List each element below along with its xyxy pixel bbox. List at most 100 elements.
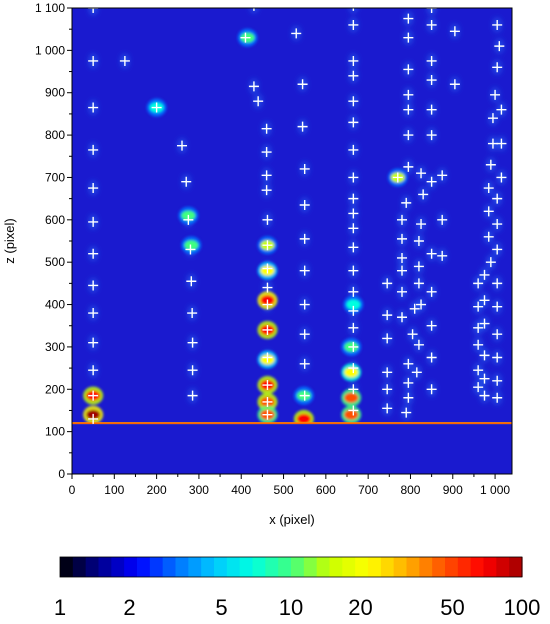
- data-point-marker: [262, 352, 273, 363]
- x-tick-label: 0: [69, 483, 76, 497]
- data-point-marker: [403, 64, 414, 75]
- data-point-marker: [397, 214, 407, 225]
- colorbar-segment: [483, 557, 497, 577]
- data-point-marker: [253, 96, 264, 107]
- data-point-marker: [473, 365, 484, 376]
- data-point-marker: [88, 308, 99, 319]
- data-point-marker: [88, 216, 99, 227]
- data-point-marker: [437, 170, 448, 181]
- x-tick-label: 200: [147, 483, 167, 497]
- data-point-marker: [492, 352, 503, 363]
- hot-spot: [344, 367, 359, 378]
- y-tick-label: 1 100: [35, 1, 65, 15]
- x-tick-label: 400: [231, 483, 251, 497]
- data-point-marker: [492, 375, 503, 386]
- y-tick-label: 400: [45, 298, 65, 312]
- colorbar-segment: [329, 557, 343, 577]
- data-point-marker: [426, 352, 437, 363]
- data-point-marker: [483, 206, 494, 217]
- y-tick-label: 0: [58, 467, 65, 481]
- data-point-marker: [299, 329, 310, 340]
- colorbar-segment: [291, 557, 305, 577]
- data-point-marker: [348, 286, 359, 297]
- data-point-marker: [88, 280, 99, 291]
- data-point-marker: [496, 172, 507, 183]
- data-point-marker: [299, 358, 310, 369]
- data-point-marker: [348, 144, 359, 155]
- data-point-marker: [88, 55, 99, 66]
- data-point-marker: [291, 28, 302, 39]
- data-point-marker: [479, 350, 490, 361]
- colorbar-segment: [149, 557, 164, 577]
- colorbar-segment: [72, 557, 87, 577]
- data-point-marker: [426, 19, 437, 30]
- colorbar-segment: [111, 557, 125, 577]
- data-point-marker: [348, 96, 359, 107]
- data-point-marker: [262, 324, 273, 335]
- x-tick-label: 300: [189, 483, 209, 497]
- data-point-marker: [403, 392, 414, 403]
- data-point-marker: [496, 104, 507, 115]
- data-point-marker: [348, 265, 359, 276]
- x-tick-label: 900: [443, 483, 463, 497]
- x-axis-label: x (pixel): [269, 512, 315, 527]
- data-point-marker: [413, 278, 424, 289]
- y-tick-label: 100: [45, 425, 65, 439]
- data-point-marker: [479, 295, 490, 306]
- data-point-marker: [449, 79, 460, 90]
- hot-spot: [346, 299, 361, 310]
- data-point-marker: [437, 214, 448, 225]
- colorbar-tick-label: 50: [440, 595, 464, 620]
- data-point-marker: [397, 265, 407, 276]
- data-point-marker: [473, 301, 484, 312]
- data-point-marker: [348, 384, 359, 395]
- y-tick-label: 900: [45, 86, 65, 100]
- data-point-marker: [88, 413, 99, 424]
- data-point-marker: [299, 233, 310, 244]
- y-axis-label: z (pixel): [2, 218, 17, 264]
- data-point-marker: [473, 322, 484, 333]
- colorbar-tick-label: 5: [215, 595, 227, 620]
- colorbar-segment: [98, 557, 112, 577]
- colorbar-segment: [380, 557, 395, 577]
- data-point-marker: [348, 363, 359, 374]
- data-point-marker: [492, 278, 503, 289]
- data-point-marker: [88, 144, 99, 155]
- data-point-marker: [88, 248, 99, 259]
- hot-spot: [296, 413, 311, 424]
- data-point-marker: [88, 365, 99, 376]
- data-point-marker: [262, 396, 273, 407]
- data-point-marker: [487, 138, 498, 149]
- data-point-marker: [416, 219, 427, 230]
- colorbar-segment: [60, 557, 74, 577]
- data-point-marker: [187, 337, 198, 348]
- data-point-marker: [403, 89, 414, 100]
- data-point-marker: [297, 121, 308, 132]
- colorbar-segment: [445, 557, 459, 577]
- colorbar-segment: [432, 557, 446, 577]
- data-point-marker: [262, 214, 273, 225]
- data-point-marker: [426, 320, 437, 331]
- data-point-marker: [449, 26, 460, 37]
- data-point-marker: [88, 8, 99, 13]
- data-point-marker: [348, 19, 359, 30]
- colorbar-tick-label: 2: [123, 595, 135, 620]
- data-point-marker: [183, 214, 194, 225]
- y-tick-label: 200: [45, 382, 65, 396]
- data-point-marker: [492, 392, 503, 403]
- data-point-marker: [397, 233, 407, 244]
- data-point-marker: [418, 189, 429, 200]
- colorbar-segment: [85, 557, 100, 577]
- data-point-marker: [492, 219, 503, 230]
- data-point-marker: [352, 8, 355, 11]
- colorbar-segment: [188, 557, 202, 577]
- colorbar-tick-label: 1: [54, 595, 66, 620]
- data-point-marker: [262, 240, 273, 251]
- data-point-marker: [348, 305, 359, 316]
- data-point-marker: [492, 62, 503, 73]
- colorbar-segment: [265, 557, 279, 577]
- data-point-marker: [403, 130, 414, 141]
- colorbar-labels: 1 2 5 10 20 50 100: [54, 595, 540, 620]
- hot-spot: [344, 409, 359, 420]
